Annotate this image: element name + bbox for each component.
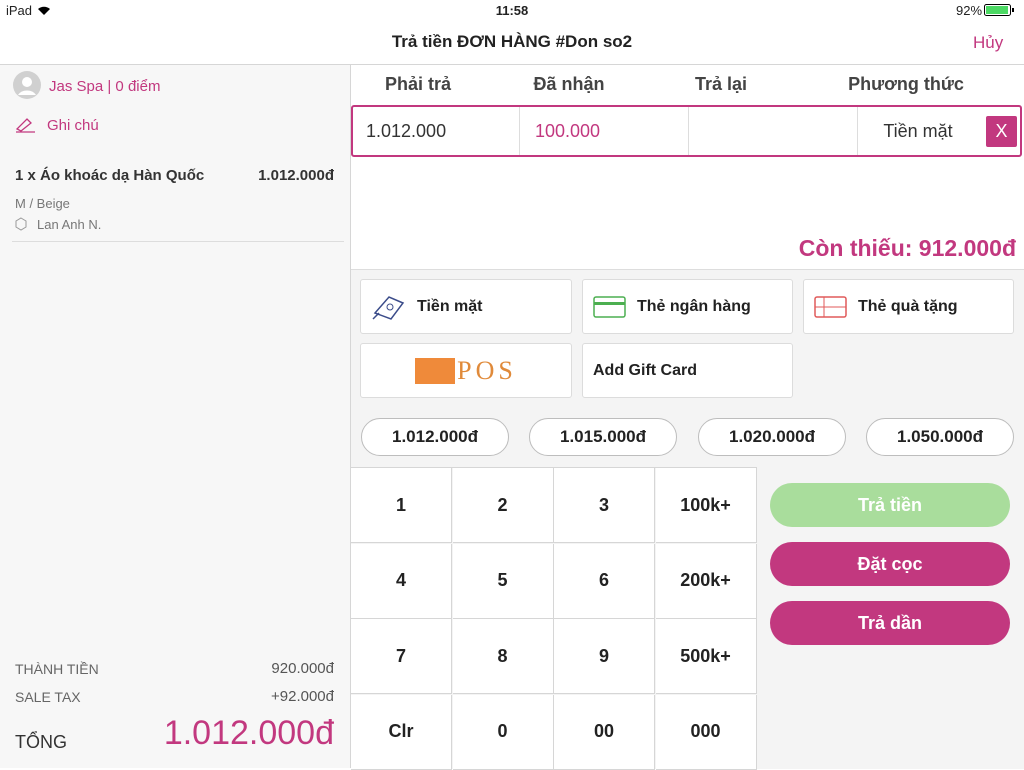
remove-button[interactable]: X <box>986 116 1017 147</box>
keypad-key[interactable]: 2 <box>452 468 554 543</box>
keypad-key[interactable]: 7 <box>351 619 452 694</box>
keypad-key[interactable]: 9 <box>554 619 655 694</box>
wifi-icon <box>38 6 50 15</box>
keypad-key[interactable]: 6 <box>554 543 655 619</box>
cell-divider <box>519 107 520 155</box>
battery-percent: 92% <box>956 3 983 18</box>
column-header: Phải trả <box>384 74 452 94</box>
tax-label: SALE TAX <box>15 689 81 705</box>
add-gift-card[interactable]: Add Gift Card <box>582 343 793 398</box>
keypad-key[interactable]: 5 <box>452 543 554 619</box>
item-price: 1.012.000đ <box>258 167 334 184</box>
keypad-key[interactable]: 00 <box>554 694 655 770</box>
quick-amount[interactable]: 1.020.000đ <box>698 418 846 456</box>
pay-button[interactable]: Trả tiền <box>770 483 1010 527</box>
button-label: Add Gift Card <box>593 361 697 379</box>
battery-icon <box>984 4 1014 16</box>
cash-method[interactable]: Tiền mặt <box>360 279 572 334</box>
quick-amount[interactable]: 1.050.000đ <box>866 418 1014 456</box>
cell-divider <box>688 107 689 155</box>
keypad-key[interactable]: 8 <box>452 619 554 694</box>
time: 11:58 <box>495 3 529 18</box>
subtotal: 920.000đ <box>271 660 334 677</box>
keypad-key[interactable]: 000 <box>655 694 757 770</box>
method-label: Thẻ ngân hàng <box>637 297 751 315</box>
device: iPad <box>6 3 33 18</box>
method-label: Tiền mặt <box>417 297 483 315</box>
note[interactable]: Ghi chú <box>47 117 99 134</box>
item-title[interactable]: 1 x Áo khoác dạ Hàn Quốc <box>15 167 205 184</box>
total: 1.012.000đ <box>163 714 334 752</box>
installment-button[interactable]: Trả dần <box>770 601 1010 645</box>
item-staff: Lan Anh N. <box>37 217 102 232</box>
keypad-key[interactable]: 0 <box>452 694 554 770</box>
customer-name[interactable]: Jas Spa | 0 điểm <box>49 78 161 95</box>
keypad-key[interactable]: 500k+ <box>655 619 757 694</box>
deposit-button[interactable]: Đặt cọc <box>770 542 1010 586</box>
order-panel <box>0 65 351 768</box>
cash-icon <box>372 295 405 320</box>
keypad-key[interactable]: 1 <box>351 468 452 543</box>
total-label: TỔNG <box>15 732 67 752</box>
pos-logo: POS <box>457 355 517 385</box>
keypad-key[interactable]: 3 <box>554 468 655 543</box>
title: Trả tiền ĐƠN HÀNG #Don so2 <box>391 32 633 51</box>
avatar[interactable] <box>13 71 41 99</box>
keypad-key[interactable]: 4 <box>351 543 452 619</box>
divider <box>12 241 344 242</box>
note-icon <box>15 118 35 133</box>
gift-method[interactable]: Thẻ quà tặng <box>803 279 1014 334</box>
keypad-key[interactable]: Clr <box>351 694 452 770</box>
divider <box>351 467 757 468</box>
card-method[interactable]: Thẻ ngân hàng <box>582 279 793 334</box>
cancel-button[interactable]: Hủy <box>973 33 1004 52</box>
amount-due: 1.012.000 <box>366 121 447 141</box>
pos-logo-block <box>415 357 456 384</box>
cell-divider <box>857 107 858 155</box>
column-header: Phương thức <box>848 74 964 94</box>
keypad-key[interactable]: 200k+ <box>655 543 757 619</box>
keypad-key[interactable]: 100k+ <box>655 468 757 543</box>
quick-amount[interactable]: 1.015.000đ <box>529 418 677 456</box>
staff-icon <box>15 217 27 231</box>
column-header: Đã nhận <box>533 74 605 94</box>
method-label: Thẻ quà tặng <box>858 297 958 315</box>
column-header: Trả lại <box>694 74 748 94</box>
item-variant: M / Beige <box>15 196 70 211</box>
card-icon <box>593 295 626 318</box>
payment-method: Tiền mặt <box>883 121 953 141</box>
payment-row[interactable] <box>351 105 1022 157</box>
gift-icon <box>814 295 847 318</box>
remaining: Còn thiếu: 912.000đ <box>798 235 1016 261</box>
tax: +92.000đ <box>271 688 334 705</box>
divider <box>0 64 1024 65</box>
quick-amount[interactable]: 1.012.000đ <box>361 418 509 456</box>
pos-method[interactable]: POS <box>360 343 572 398</box>
amount-received[interactable]: 100.000 <box>535 121 601 141</box>
subtotal-label: THÀNH TIỀN <box>15 661 99 677</box>
